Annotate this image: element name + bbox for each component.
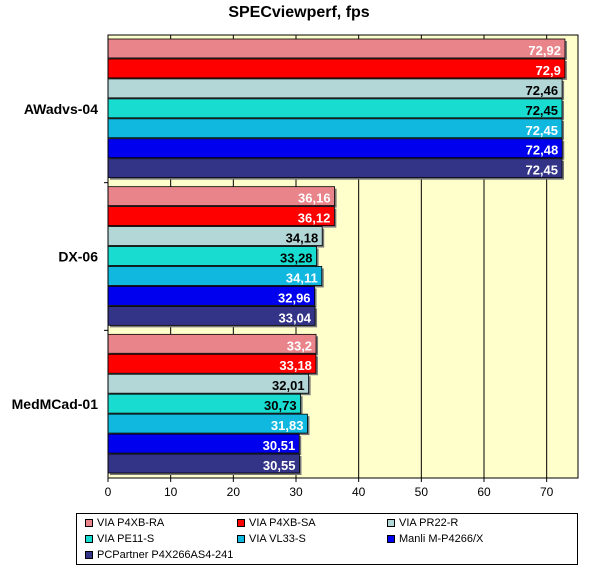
data-label: 72,9 — [536, 63, 561, 78]
x-tick-label: 70 — [540, 485, 554, 499]
data-label: 32,96 — [278, 290, 311, 305]
data-label: 32,01 — [272, 378, 305, 393]
category-label: DX-06 — [58, 249, 98, 265]
data-label: 72,48 — [526, 143, 559, 158]
bar — [107, 333, 317, 354]
data-label: 30,51 — [263, 438, 296, 453]
legend-swatch — [237, 519, 245, 527]
legend-swatch — [85, 535, 93, 543]
legend-label: Manli M-P4266/X — [399, 533, 484, 545]
x-tick-label: 20 — [227, 485, 241, 499]
bars — [107, 38, 567, 475]
data-label: 72,45 — [525, 123, 558, 138]
legend-swatch — [387, 519, 395, 527]
data-label: 31,83 — [271, 418, 304, 433]
legend-swatch — [85, 551, 93, 559]
data-label: 36,12 — [298, 211, 331, 226]
bar — [107, 98, 563, 119]
data-labels: 72,92 72,9 72,46 72,45 72,45 72,48 72,45 36,16 3… — [263, 43, 561, 473]
bar-chart: 72,92 72,9 72,46 72,45 72,45 72,48 72,45 36,16 3… — [12, 34, 579, 499]
bar — [107, 138, 563, 159]
legend-label: VIA P4XB-SA — [249, 517, 316, 529]
data-label: 30,73 — [264, 398, 297, 413]
category-label: AWadvs-04 — [24, 101, 98, 117]
data-label: 72,45 — [525, 163, 558, 178]
x-tick-label: 40 — [352, 485, 366, 499]
chart-title: SPECviewperf, fps — [228, 4, 370, 21]
legend-label: VIA P4XB-RA — [97, 517, 165, 529]
data-label: 33,04 — [279, 310, 312, 325]
legend: VIA P4XB-RA VIA P4XB-SA VIA PR22-R VIA PE11… — [76, 513, 578, 565]
data-label: 33,28 — [280, 250, 313, 265]
x-tick-label: 50 — [415, 485, 429, 499]
legend-label: VIA PE11-S — [97, 533, 155, 545]
legend-label: VIA VL33-S — [249, 533, 306, 545]
x-tick-label: 60 — [477, 485, 491, 499]
category-label: MedMCad-01 — [12, 396, 99, 412]
data-label: 33,18 — [279, 358, 312, 373]
bar — [107, 58, 566, 79]
data-label: 72,45 — [525, 103, 558, 118]
data-label: 34,11 — [286, 270, 318, 285]
data-label: 72,92 — [528, 43, 561, 58]
data-label: 36,16 — [298, 191, 331, 206]
bar — [107, 118, 563, 139]
bar — [107, 158, 563, 179]
x-tick-label: 30 — [289, 485, 303, 499]
data-label: 30,55 — [263, 458, 296, 473]
legend-swatch — [85, 519, 93, 527]
legend-swatch — [237, 535, 245, 543]
legend-swatch — [387, 535, 395, 543]
bar — [107, 78, 563, 99]
x-tick-label: 0 — [105, 485, 112, 499]
legend-label: VIA PR22-R — [399, 517, 459, 529]
axes: 0 10 20 30 40 50 60 70 AWadvs-04 DX-06 MedMCad-01 — [12, 35, 578, 499]
data-label: 34,18 — [286, 231, 319, 246]
data-label: 33,2 — [287, 338, 312, 353]
legend-label: PCPartner P4X266AS4-241 — [97, 549, 234, 561]
bar — [107, 38, 566, 59]
x-tick-label: 10 — [164, 485, 178, 499]
data-label: 72,46 — [526, 83, 559, 98]
